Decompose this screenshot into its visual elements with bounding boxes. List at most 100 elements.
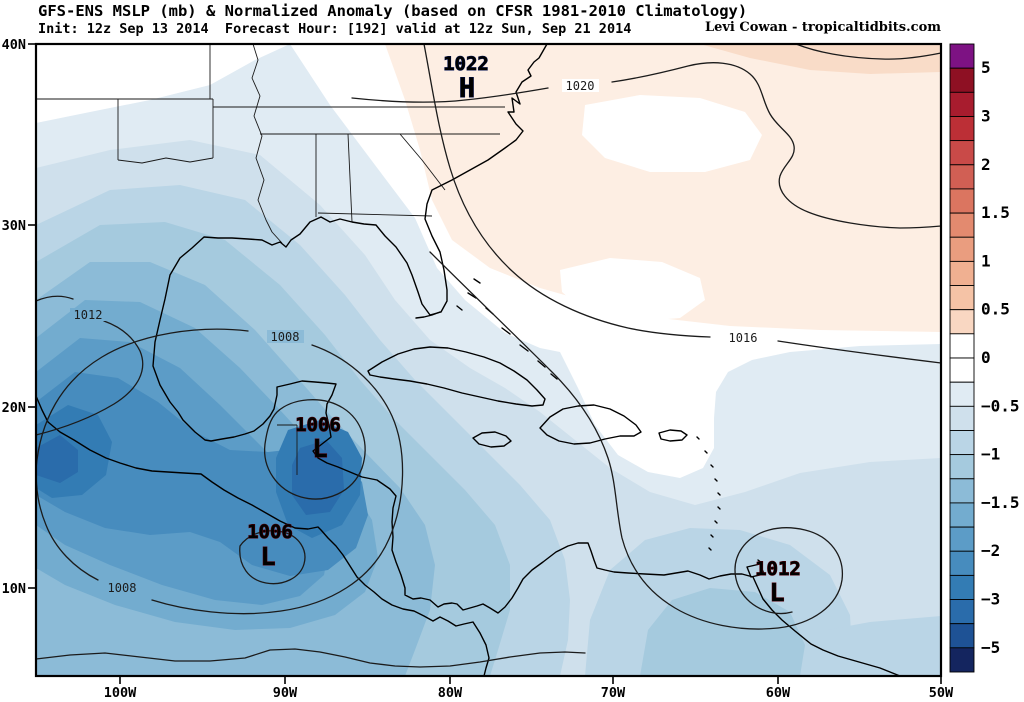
lon-label-90w: 90W bbox=[273, 685, 298, 701]
colorbar-tick: −3 bbox=[981, 590, 1000, 609]
colorbar-tick: −1.5 bbox=[981, 493, 1020, 512]
colorbar-cell bbox=[949, 599, 975, 625]
colorbar-cell bbox=[949, 623, 975, 649]
isobar-label-bg bbox=[267, 330, 304, 343]
colorbar-cell bbox=[949, 333, 975, 359]
coastline-jamaica bbox=[472, 431, 512, 448]
colorbar-labels: 5 3 2 1.5 1 0.5 0 −0.5 −1 −1.5 −2 −3 −5 bbox=[981, 58, 1020, 657]
colorbar-tick: 5 bbox=[981, 58, 991, 77]
low-1006-yucatan-symbol: L bbox=[312, 434, 327, 463]
colorbar-tick: 3 bbox=[981, 107, 991, 126]
coastline-puerto-rico bbox=[658, 429, 688, 442]
lat-axis: 40N 30N 20N 10N bbox=[2, 37, 26, 597]
colorbar-cell bbox=[949, 647, 975, 673]
colorbar-cell bbox=[949, 285, 975, 311]
colorbar-cell bbox=[949, 381, 975, 407]
coastline-trinidad bbox=[746, 563, 765, 578]
colorbar-cell bbox=[949, 140, 975, 166]
isobar-label-1012: 1012 bbox=[74, 308, 103, 322]
isobar-1016 bbox=[423, 43, 942, 364]
lat-label-20n: 20N bbox=[2, 400, 26, 416]
coastline-lesser-antilles bbox=[696, 436, 763, 564]
colorbar-cell bbox=[949, 405, 975, 431]
anomaly-band-p025 bbox=[385, 44, 941, 332]
lon-axis: 100W 90W 80W 70W 60W 50W bbox=[104, 685, 954, 701]
isobar-label-bg bbox=[104, 581, 141, 594]
lon-label-100w: 100W bbox=[104, 685, 137, 701]
colorbar-cell bbox=[949, 67, 975, 93]
colorbar-cell bbox=[949, 236, 975, 262]
lat-label-40n: 40N bbox=[2, 37, 26, 53]
init-valid-subtitle: Init: 12z Sep 13 2014 Forecast Hour: [19… bbox=[38, 21, 632, 37]
colorbar-cell bbox=[949, 478, 975, 504]
colorbar-cell bbox=[949, 574, 975, 601]
isobar-labels: 1020 1016 1012 1008 1008 bbox=[70, 79, 762, 595]
isobar-label-1016: 1016 bbox=[729, 331, 758, 345]
credit-text: Levi Cowan - tropicaltidbits.com bbox=[704, 20, 941, 35]
isobar-1020-corner bbox=[795, 43, 942, 60]
isobar-label-1008b: 1008 bbox=[108, 581, 137, 595]
low-1006-pacific-symbol: L bbox=[260, 542, 275, 571]
coastline-mainland-atlantic bbox=[152, 43, 901, 677]
colorbar-cell bbox=[949, 188, 975, 214]
colorbar-cell bbox=[949, 526, 975, 552]
isobar-label-1008a: 1008 bbox=[271, 330, 300, 344]
colorbar-cell bbox=[949, 430, 975, 456]
lon-label-80w: 80W bbox=[438, 685, 463, 701]
state-border-lines bbox=[36, 44, 505, 223]
isobar-1006-pacific bbox=[239, 530, 306, 585]
colorbar-cell bbox=[949, 454, 975, 480]
axis-ticks bbox=[28, 43, 942, 684]
isobar-1020 bbox=[351, 62, 942, 229]
isobar-label-1020: 1020 bbox=[566, 79, 595, 93]
high-1022-value: 1022 bbox=[443, 53, 489, 75]
anomaly-band-p05 bbox=[700, 44, 941, 74]
colorbar-cell bbox=[949, 43, 975, 69]
anomaly-field bbox=[36, 44, 941, 676]
coastline-cuba bbox=[367, 346, 546, 407]
colorbar-cell bbox=[949, 260, 975, 287]
colorbar-tick: 0.5 bbox=[981, 300, 1010, 319]
isobar-1012-south bbox=[35, 648, 586, 668]
colorbar-tick: 1.5 bbox=[981, 203, 1010, 222]
anomaly-band-n3-west bbox=[36, 435, 78, 483]
colorbar-tick: −1 bbox=[981, 445, 1000, 464]
lat-label-30n: 30N bbox=[2, 218, 26, 234]
colorbar-tick: −5 bbox=[981, 638, 1000, 657]
isobar-1012-west bbox=[35, 295, 144, 436]
colorbar-tick: −2 bbox=[981, 541, 1000, 560]
isobar-1012-east bbox=[429, 251, 843, 630]
map-frame bbox=[34, 42, 943, 678]
page-title: GFS-ENS MSLP (mb) & Normalized Anomaly (… bbox=[38, 2, 748, 20]
anomaly-hole-white-2 bbox=[560, 258, 705, 322]
low-1006-pacific-value: 1006 bbox=[247, 521, 293, 543]
coastline-pacific bbox=[35, 395, 490, 677]
colorbar-cell bbox=[949, 116, 975, 142]
colorbar-tick: 0 bbox=[981, 348, 991, 367]
colorbar-cell bbox=[949, 91, 975, 117]
colorbar-tick: −0.5 bbox=[981, 396, 1020, 415]
lon-label-70w: 70W bbox=[601, 685, 626, 701]
lon-label-60w: 60W bbox=[766, 685, 791, 701]
low-1006-yucatan-value: 1006 bbox=[295, 414, 341, 436]
isobar-1006-yucatan bbox=[264, 399, 366, 500]
isobar-label-bg bbox=[562, 79, 599, 92]
colorbar-tick: 1 bbox=[981, 251, 991, 270]
colorbar-cell bbox=[949, 164, 975, 190]
colorbar-cell bbox=[949, 502, 975, 528]
colorbar-cell bbox=[949, 309, 975, 335]
state-borders bbox=[36, 43, 505, 475]
isobar-label-bg bbox=[725, 331, 762, 344]
pressure-centers: 1022 H 1006 L 1006 L 1012 L bbox=[247, 53, 802, 608]
colorbar-cell bbox=[949, 212, 975, 238]
lon-label-50w: 50W bbox=[929, 685, 954, 701]
low-1012-trinidad-symbol: L bbox=[769, 578, 784, 607]
colorbar bbox=[949, 43, 975, 673]
high-1022-symbol: H bbox=[459, 73, 475, 104]
yucatan-borders bbox=[277, 424, 298, 475]
coastlines bbox=[35, 43, 901, 677]
colorbar-cell bbox=[949, 550, 975, 576]
colorbar-cell bbox=[949, 357, 975, 383]
